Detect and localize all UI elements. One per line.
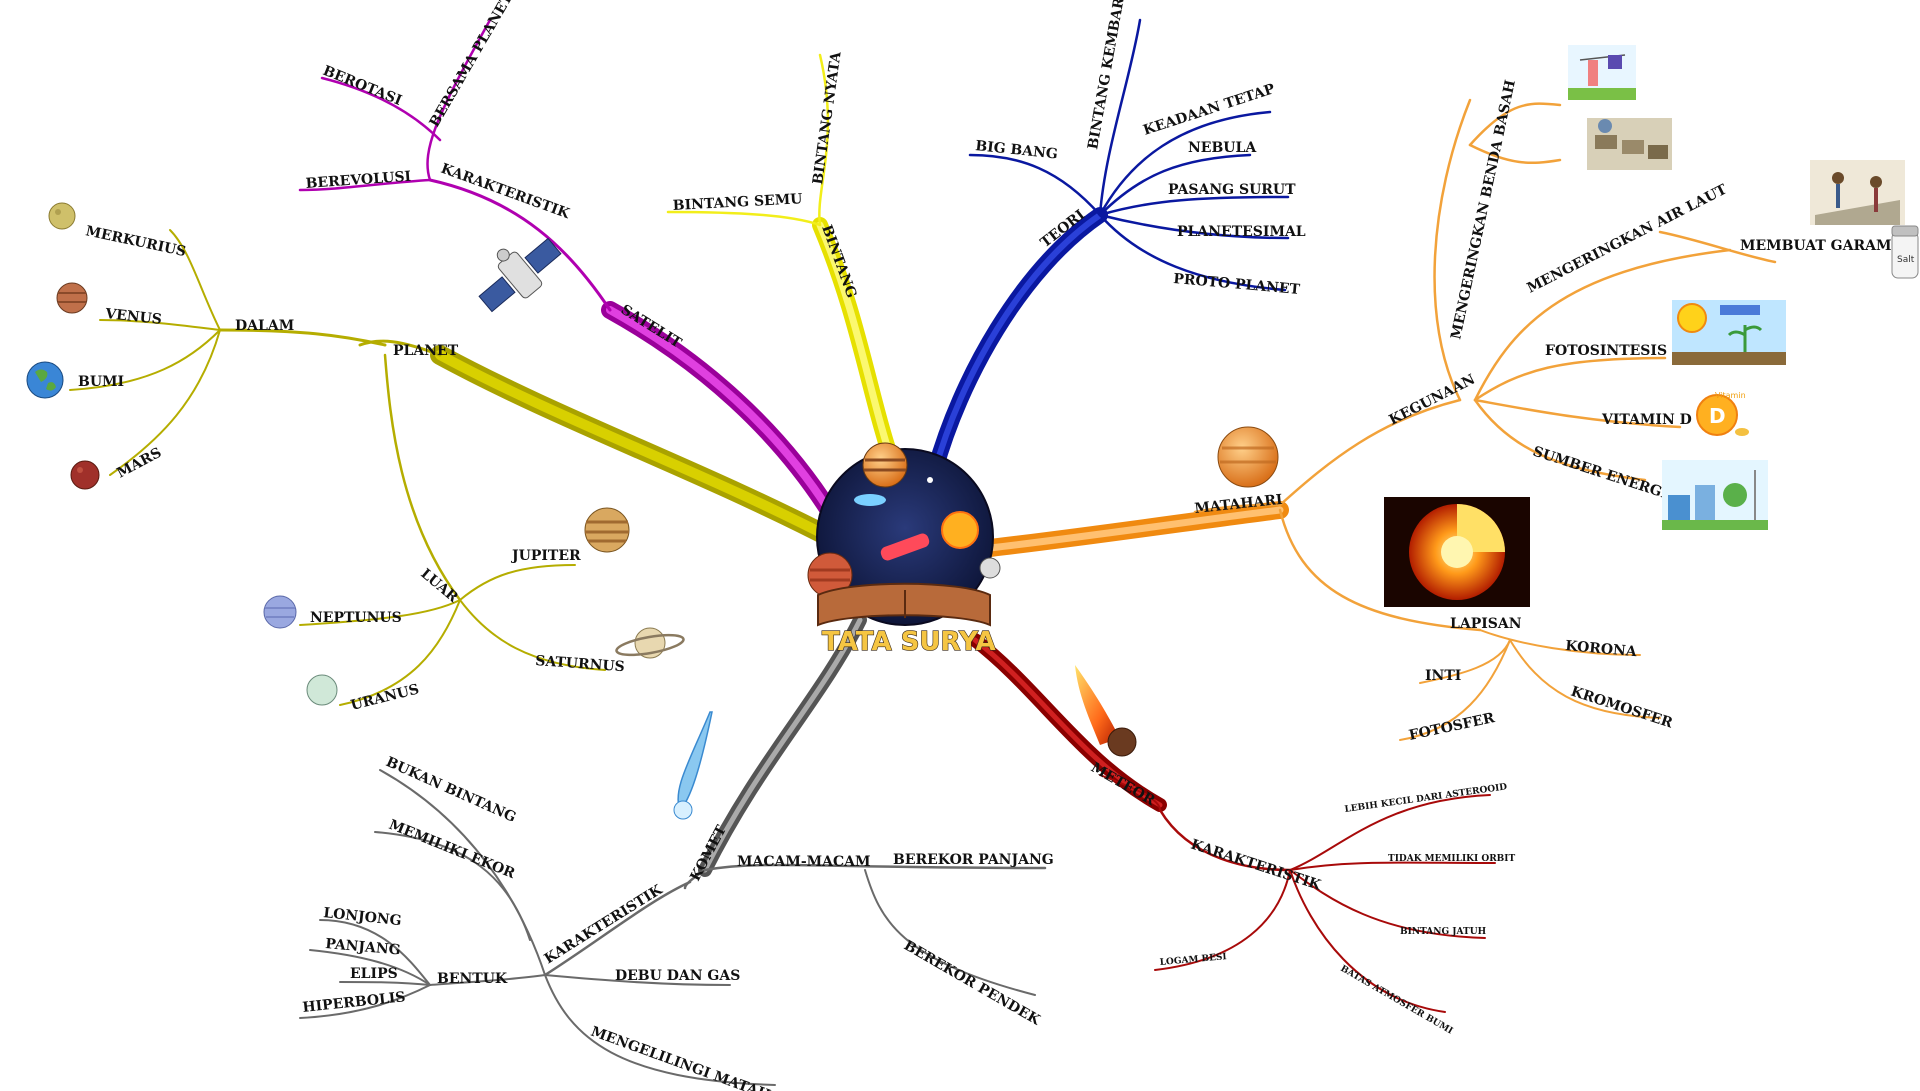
venus-label: VENUS	[104, 306, 163, 328]
berekor-panjang-label: BEREKOR PANJANG	[893, 852, 1054, 868]
tidak-memiliki-orbit-label: TIDAK MEMILIKI ORBIT	[1388, 854, 1515, 864]
mars-icon	[70, 460, 100, 490]
lapisan-label: LAPISAN	[1450, 616, 1522, 632]
satellite-icon	[478, 237, 562, 313]
drying-crops-icon	[1587, 118, 1672, 170]
pasang-surut-label: PASANG SURUT	[1168, 182, 1296, 198]
proto-planet-label: PROTO PLANET	[1173, 271, 1301, 298]
satelit-branch	[298, 18, 844, 529]
dalam-label: DALAM	[235, 318, 294, 334]
bintang-semu-label: BINTANG SEMU	[672, 191, 802, 214]
sumber-energi-label: SUMBER ENERGI	[1531, 444, 1670, 503]
vitamin-tag: Vitamin	[1715, 391, 1746, 400]
salt-label: Salt	[1897, 255, 1915, 265]
korona-label: KORONA	[1565, 638, 1639, 660]
neptune-icon	[263, 595, 297, 629]
komet-branch	[299, 613, 1047, 1086]
berevolusi-label: BEREVOLUSI	[305, 169, 411, 192]
bersama-planet-label: BERSAMA PLANET	[427, 0, 517, 130]
planet-label: PLANET	[393, 343, 459, 359]
berekor-pendek-label: BEREKOR PENDEK	[901, 938, 1043, 1029]
uranus-label: URANUS	[349, 681, 421, 713]
earth-icon	[26, 361, 64, 399]
mars-label: MARS	[114, 445, 164, 482]
bintang-nyata-label: BINTANG NYATA	[810, 50, 845, 186]
luar-label: LUAR	[417, 566, 461, 606]
kegunaan-label: KEGUNAAN	[1387, 371, 1478, 428]
venus-icon	[56, 282, 88, 314]
lebih-kecil-label: LEBIH KECIL DARI ASTEROOID	[1344, 782, 1508, 815]
keadaan-tetap-label: KEADAAN TETAP	[1141, 81, 1277, 139]
jupiter-label: JUPITER	[510, 548, 581, 564]
mengeringkan-air-laut-label: MENGERINGKAN AIR LAUT	[1525, 181, 1731, 296]
elips-label: ELIPS	[350, 966, 398, 982]
planet-branch	[69, 229, 845, 706]
mercury-icon	[48, 202, 76, 230]
salt-shaker-icon: Salt	[1891, 225, 1919, 279]
neptunus-label: NEPTUNUS	[310, 610, 402, 626]
fotosfer-label: FOTOSFER	[1408, 710, 1497, 744]
panjang-label: PANJANG	[325, 936, 402, 959]
salt-farmers-icon	[1810, 160, 1905, 225]
planetesimal-label: PLANETESIMAL	[1177, 224, 1306, 240]
matahari-branch	[981, 98, 1777, 741]
central-hub	[807, 442, 1001, 627]
bukan-bintang-label: BUKAN BINTANG	[383, 754, 518, 826]
meteor-label: METEOR	[1088, 760, 1158, 810]
merkurius-label: MERKURIUS	[84, 223, 187, 260]
logam-besi-label: LOGAM BESI	[1159, 952, 1227, 968]
bintang-kembar-label: BINTANG KEMBAR	[1085, 0, 1128, 151]
bintang-jatuh-label: BINTANG JATUH	[1400, 927, 1487, 937]
photosynthesis-icon	[1672, 300, 1786, 365]
comet-icon	[673, 711, 713, 820]
memiliki-ekor-label: MEMILIKI EKOR	[387, 817, 518, 882]
uranus-icon	[306, 674, 338, 706]
svg-text:D: D	[1709, 404, 1726, 428]
drying-clothes-icon	[1568, 45, 1636, 100]
batas-atmosfer-label: BATAS ATMOSFER BUMI	[1339, 964, 1455, 1037]
big-bang-label: BIG BANG	[975, 138, 1059, 163]
energy-city-icon	[1662, 460, 1768, 530]
lonjong-label: LONJONG	[323, 905, 403, 929]
fotosintesis-label: FOTOSINTESIS	[1545, 343, 1667, 359]
meteor-branch	[968, 633, 1496, 1013]
saturn-icon	[615, 627, 685, 659]
macam-macam-label: MACAM-MACAM	[737, 854, 871, 870]
nebula-label: NEBULA	[1188, 140, 1257, 156]
membuat-garam-label: MEMBUAT GARAM	[1740, 238, 1891, 254]
kromosfer-label: KROMOSFER	[1569, 684, 1675, 732]
vitamin-d-icon: D Vitamin	[1696, 391, 1749, 436]
bentuk-label: BENTUK	[437, 971, 508, 987]
sun-planet-icon	[1217, 426, 1279, 488]
meteor-icon	[1075, 665, 1137, 757]
inti-label: INTI	[1425, 668, 1461, 684]
saturnus-label: SATURNUS	[535, 653, 625, 675]
satelit-karakteristik-label: KARAKTERISTIK	[439, 161, 573, 223]
mengeringkan-benda-basah-label: MENGERINGKAN BENDA BASAH	[1448, 79, 1519, 341]
debu-dan-gas-label: DEBU DAN GAS	[615, 968, 740, 984]
jupiter-icon	[584, 507, 630, 553]
komet-karakteristik-label: KARAKTERISTIK	[542, 882, 666, 968]
meteor-karakteristik-label: KARAKTERISTIK	[1189, 837, 1324, 894]
main-title: TATA SURYA	[822, 627, 996, 657]
bintang-branch	[666, 53, 903, 478]
teori-branch	[927, 18, 1290, 478]
berotasi-label: BEROTASI	[321, 63, 404, 109]
vitamin-d-label: VITAMIN D	[1601, 412, 1692, 428]
bumi-label: BUMI	[78, 374, 124, 390]
sun-layers-photo-icon	[1384, 497, 1530, 607]
